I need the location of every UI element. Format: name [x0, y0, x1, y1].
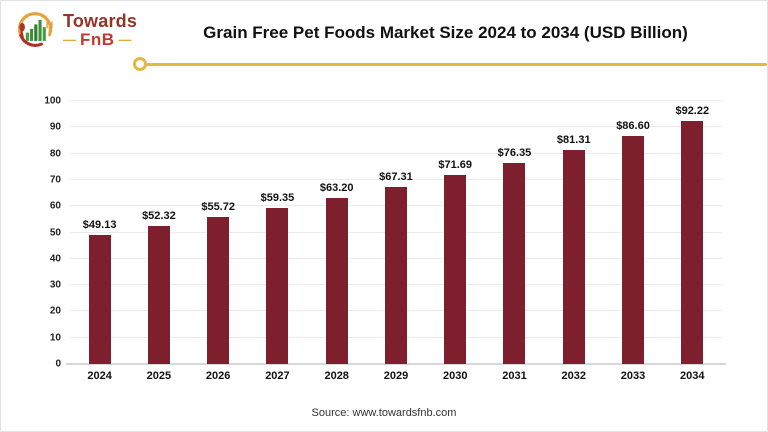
bar [266, 207, 289, 364]
towardsfnb-logo-icon [17, 12, 53, 47]
bar-column: $76.35 [485, 101, 544, 364]
y-tick-label: 80 [49, 148, 61, 160]
x-tick-label: 2029 [383, 370, 409, 382]
logo-name-top: Towards [63, 10, 138, 31]
x-tick-label: 2025 [146, 370, 172, 382]
brand-logo: Towards — FnB — [1, 6, 169, 52]
bar [88, 234, 111, 364]
bar-value-label: $67.31 [379, 170, 413, 183]
bar [325, 197, 348, 364]
y-tick-label: 10 [49, 332, 61, 344]
y-tick-label: 90 [49, 121, 61, 133]
bar-column: $55.72 [189, 101, 248, 364]
y-tick-label: 30 [49, 279, 61, 291]
bar-value-label: $71.69 [438, 159, 473, 172]
bar-value-label: $59.35 [260, 191, 295, 204]
bar-value-label: $55.72 [201, 201, 235, 214]
bar [562, 150, 585, 364]
logo-wordmark: Towards — FnB — [63, 10, 138, 49]
x-tick-label: 2031 [502, 370, 527, 382]
bar-value-label: $63.20 [319, 181, 354, 194]
bar-value-label: $49.13 [82, 218, 117, 231]
logo-chart-bars [25, 19, 46, 41]
bar [681, 121, 704, 364]
logo-dash-left: — [63, 31, 76, 47]
logo-dash-right: — [118, 31, 132, 47]
x-tick-label: 2027 [265, 370, 290, 382]
bar-column: $52.32 [129, 101, 188, 364]
bar [384, 186, 407, 364]
y-tick-label: 70 [49, 174, 61, 186]
bar-column: $59.35 [248, 101, 307, 364]
logo-fork [46, 20, 53, 37]
gridline [70, 126, 722, 128]
bar-value-label: $86.60 [616, 120, 650, 133]
plot-area: $49.13 $52.32 $55.72 $59.35 $63.20 $67.31 $71.… [66, 100, 726, 365]
x-tick-label: 2030 [442, 370, 468, 382]
logo-spoon [19, 22, 25, 39]
x-tick-label: 2032 [561, 370, 586, 382]
x-tick-label: 2024 [87, 370, 112, 382]
gridline [70, 178, 722, 180]
divider-line [142, 63, 767, 66]
y-tick-label: 20 [49, 305, 61, 317]
title-divider [1, 56, 767, 72]
bar [503, 163, 526, 364]
bar-value-label: $52.32 [142, 210, 176, 223]
bar-column: $86.60 [603, 101, 662, 364]
bar-column: $63.20 [307, 101, 366, 364]
y-tick-label: 60 [49, 200, 61, 212]
header: Towards — FnB — Grain Free Pet Foods Mar… [1, 1, 767, 57]
bar-value-label: $76.35 [497, 147, 532, 160]
y-axis-labels: 0 10 20 30 40 50 60 70 80 90 100 [19, 96, 61, 370]
bar [207, 217, 230, 364]
bar-column: $92.22 [663, 101, 722, 364]
gridline [70, 152, 722, 154]
y-tick-label: 40 [49, 253, 61, 265]
divider-ring-icon [133, 57, 147, 71]
bar-column: $49.13 [70, 101, 129, 364]
bar-value-label: $81.31 [556, 134, 591, 147]
gridline [70, 100, 722, 101]
source-note: Source: www.towardsfnb.com [311, 407, 457, 419]
bar-value-label: $92.22 [675, 105, 710, 118]
x-tick-label: 2026 [205, 370, 231, 382]
bar [444, 175, 467, 364]
x-axis-baseline [66, 363, 726, 365]
bar-column: $71.69 [426, 101, 485, 364]
bar-column: $81.31 [544, 101, 603, 364]
logo-name-bottom: FnB [80, 29, 115, 49]
x-tick-label: 2033 [620, 370, 646, 382]
x-axis-labels: 2024 2025 2026 2027 2028 2029 2030 2031 2032 2033… [70, 370, 722, 382]
x-tick-label: 2028 [324, 370, 349, 382]
chart-title: Grain Free Pet Foods Market Size 2024 to… [203, 23, 688, 42]
bar [622, 136, 645, 364]
y-tick-label: 100 [44, 95, 61, 107]
y-tick-label: 0 [55, 358, 61, 370]
x-tick-label: 2034 [680, 370, 705, 382]
bars-row: $49.13 $52.32 $55.72 $59.35 $63.20 $67.31 $71.… [70, 101, 722, 364]
bar [147, 226, 170, 364]
y-tick-label: 50 [49, 227, 61, 238]
bar-column: $67.31 [366, 101, 425, 364]
